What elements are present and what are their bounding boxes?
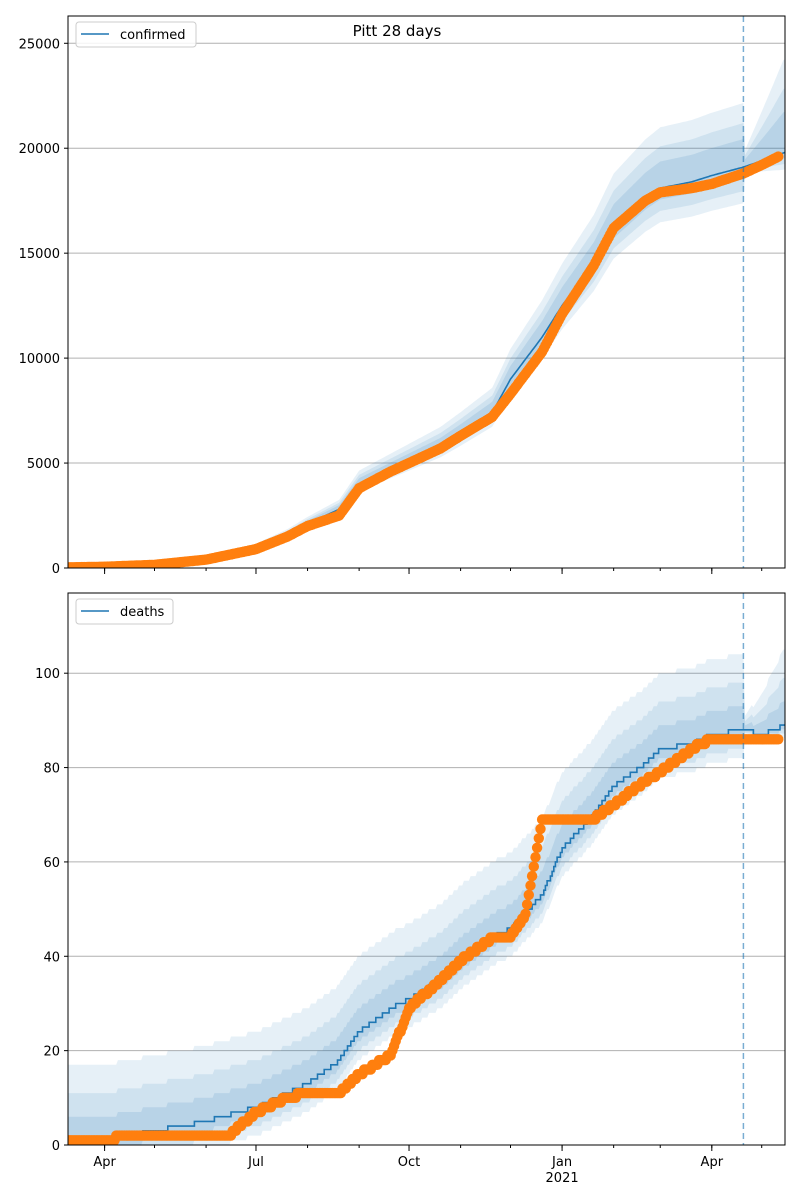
y-tick-label: 5000 xyxy=(27,457,60,472)
y-tick-label: 100 xyxy=(35,667,60,682)
y-tick-label: 0 xyxy=(52,562,60,577)
observed-point xyxy=(523,889,534,901)
y-tick-label: 0 xyxy=(52,1139,60,1154)
x-tick-label: Oct xyxy=(398,1155,420,1170)
y-tick-label: 20000 xyxy=(19,142,60,157)
observed-point xyxy=(525,880,536,891)
plot-area xyxy=(68,593,785,1145)
legend-label: confirmed xyxy=(120,28,186,43)
x-tick-label: Jul xyxy=(247,1155,264,1170)
x-tick-label: Jan xyxy=(551,1155,572,1170)
observed-point xyxy=(526,870,538,882)
y-tick-label: 80 xyxy=(43,762,60,777)
y-tick-label: 15000 xyxy=(19,247,60,262)
y-tick-label: 40 xyxy=(43,950,60,965)
uncertainty-band-2 xyxy=(68,88,785,568)
observed-point xyxy=(773,151,784,162)
observed-point xyxy=(520,908,531,919)
y-tick-label: 60 xyxy=(43,856,60,871)
legend-box xyxy=(75,598,174,625)
observed-point xyxy=(531,842,543,853)
legend: confirmed xyxy=(75,21,197,48)
uncertainty-band-1 xyxy=(68,649,785,1145)
observed-point xyxy=(535,823,546,835)
confirmed-panel: 0 5000 10000 15000 20000 25000 confirmed xyxy=(19,15,786,577)
x-tick-sublabel: 2021 xyxy=(546,1171,579,1186)
axes-frame xyxy=(67,592,786,1146)
figure-title: Pitt 28 days xyxy=(353,22,442,40)
observed-point xyxy=(528,861,539,872)
legend-label: deaths xyxy=(120,605,165,620)
legend: deaths xyxy=(75,598,174,625)
observed-point xyxy=(773,734,784,745)
y-tick-label: 20 xyxy=(43,1045,60,1060)
observed-point xyxy=(533,833,544,844)
observed-point xyxy=(521,899,533,910)
axes-frame xyxy=(67,15,786,569)
legend-box xyxy=(75,21,197,48)
observed-point xyxy=(530,852,541,863)
x-tick-label: Apr xyxy=(93,1155,116,1170)
y-tick-label: 10000 xyxy=(19,352,60,367)
plot-area xyxy=(68,16,785,568)
uncertainty-band-3 xyxy=(68,111,785,568)
uncertainty-band-2 xyxy=(68,677,785,1145)
x-tick-label: Apr xyxy=(701,1155,724,1170)
y-tick-label: 25000 xyxy=(19,37,60,52)
